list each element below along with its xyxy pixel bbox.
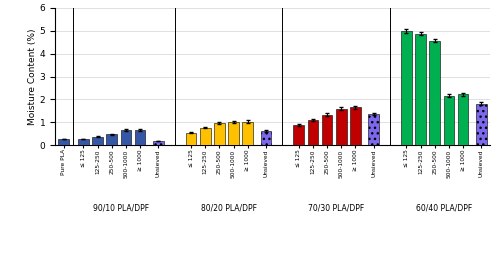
Bar [78,139,88,145]
Bar [458,95,468,145]
Bar [416,34,426,145]
Bar [401,31,411,145]
Bar [200,128,210,145]
Bar [294,125,304,145]
Bar [120,130,131,145]
Text: 80/20 PLA/DPF: 80/20 PLA/DPF [200,204,256,213]
Bar [186,133,196,145]
Text: 60/40 PLA/DPF: 60/40 PLA/DPF [416,204,472,213]
Bar [368,114,379,145]
Bar [58,139,69,145]
Y-axis label: Moisture Content (%): Moisture Content (%) [28,28,37,125]
Text: 90/10 PLA/DPF: 90/10 PLA/DPF [93,204,149,213]
Bar [308,120,318,145]
Bar [228,122,239,145]
Bar [336,109,346,145]
Bar [153,141,164,145]
Bar [261,131,272,145]
Bar [106,134,117,145]
Bar [350,107,360,145]
Bar [214,123,224,145]
Bar [430,41,440,145]
Bar [242,122,253,145]
Bar [134,130,145,145]
Bar [92,136,103,145]
Bar [476,103,487,145]
Bar [322,115,332,145]
Bar [444,96,454,145]
Text: 70/30 PLA/DPF: 70/30 PLA/DPF [308,204,364,213]
